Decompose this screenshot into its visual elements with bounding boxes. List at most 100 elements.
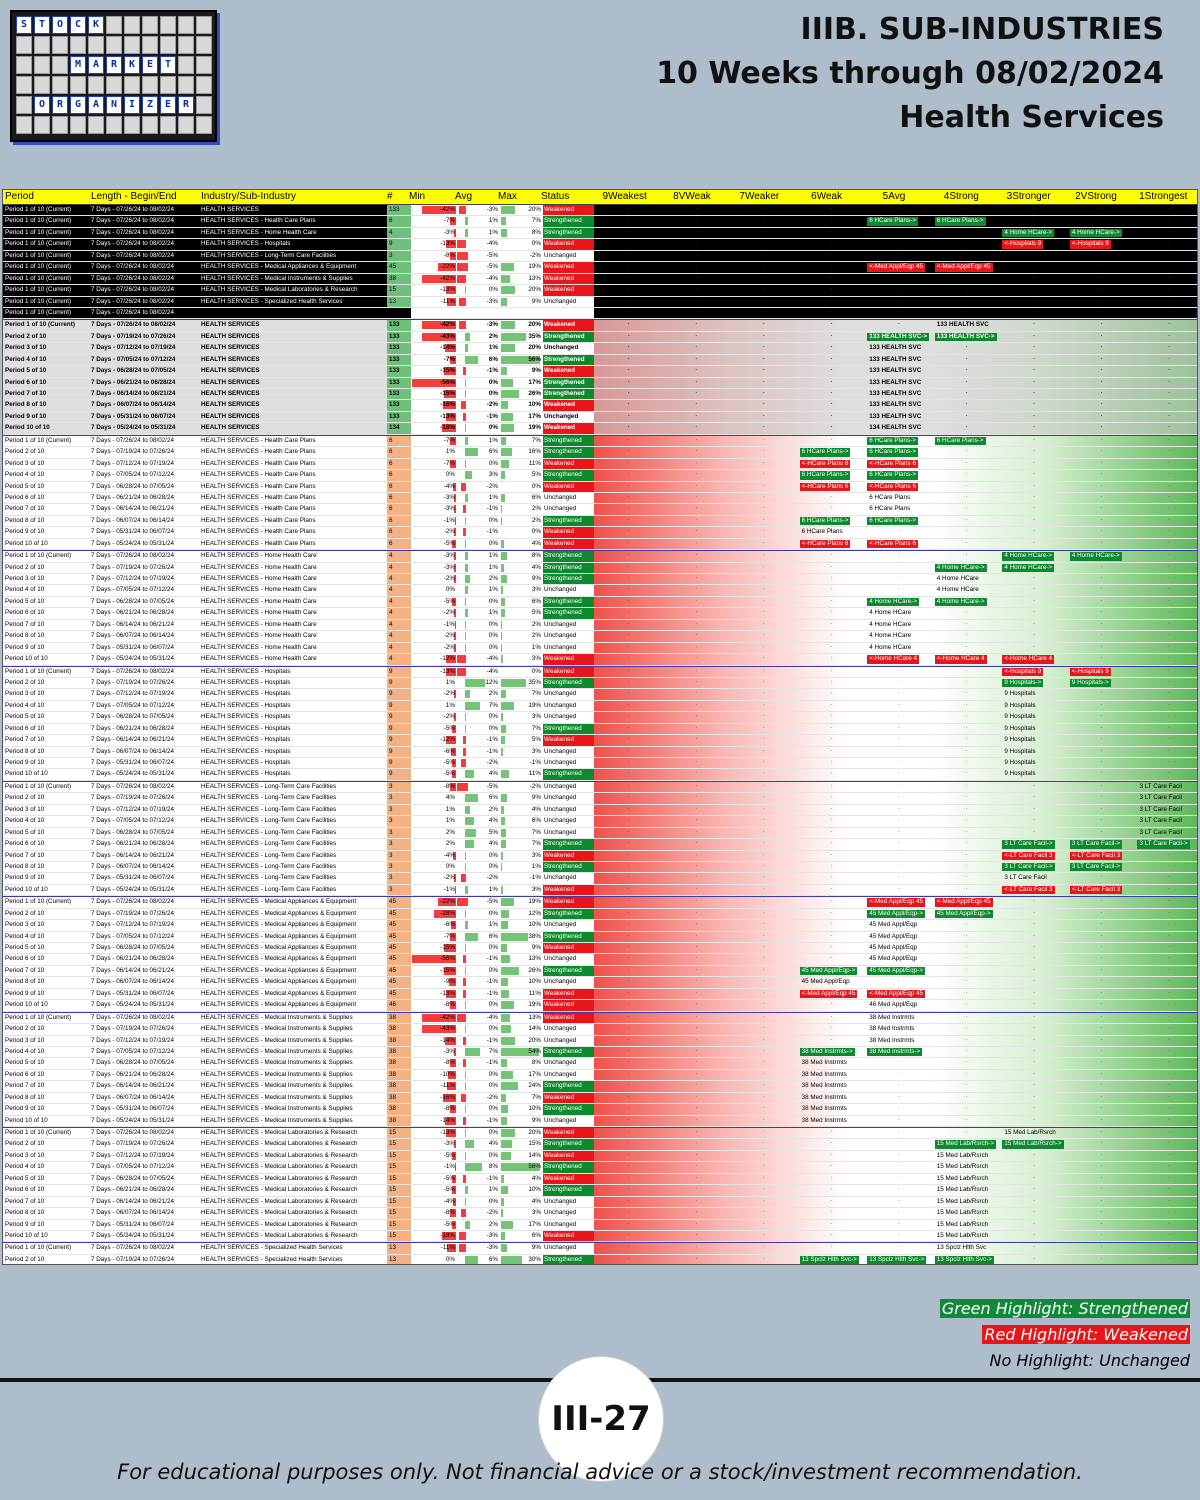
max-bar: [501, 851, 504, 860]
min-value: -13%: [440, 1129, 455, 1136]
cell-period: Period 1 of 10 (Current): [5, 206, 72, 213]
band-dot: .: [965, 746, 968, 753]
cell-strength-bands: .........4 Home HCare: [594, 585, 1197, 595]
band-dot: .: [1033, 400, 1035, 407]
band-dot: .: [1168, 1104, 1170, 1111]
band-dot: .: [898, 320, 900, 327]
max-value: 9%: [531, 297, 541, 305]
cell-period: Period 8 of 10: [5, 1093, 45, 1101]
band-dot: .: [695, 908, 698, 915]
cell-status: Strengthened: [543, 608, 594, 619]
cell-count: 38: [387, 1058, 411, 1069]
min-value: -14%: [440, 1036, 455, 1044]
band-dot: .: [965, 273, 968, 280]
avg-bar: [463, 1116, 466, 1125]
cell-status: Weakened: [543, 666, 594, 677]
band-dot: .: [1033, 1162, 1035, 1169]
logo-letter-cell: [16, 36, 32, 54]
band-dot: .: [1100, 205, 1103, 211]
table-row: Period 1 of 10 (Current) 7 Days - 07/26/2…: [3, 227, 1197, 240]
band-dot: .: [965, 400, 968, 407]
cell-strength-bands: .........4 Home HCare: [594, 608, 1197, 618]
band-dot: .: [830, 574, 833, 580]
band-dot: .: [965, 389, 968, 395]
page-title: IIIB. SUB-INDUSTRIES 10 Weeks through 08…: [656, 8, 1164, 140]
cell-status: Strengthened: [543, 1185, 594, 1196]
cell-avg: -1%: [457, 366, 500, 377]
cell-length: 7 Days - 07/12/24 to 07/19/24: [91, 459, 174, 467]
band-dot: .: [830, 527, 833, 534]
cell-strength-bands: ......... 15 Med Lab/Rsrch: [594, 1174, 1197, 1184]
band-dot: .: [965, 1208, 968, 1215]
cell-period: Period 10 of 10: [5, 424, 50, 432]
max-value: 0%: [531, 482, 541, 490]
avg-value: 6%: [488, 794, 498, 802]
cell-period: Period 6 of 10: [5, 1186, 45, 1194]
avg-bar: [465, 862, 466, 871]
logo-letter-cell: [52, 116, 68, 134]
cell-count: 15: [387, 1208, 411, 1219]
max-value: 7%: [531, 828, 541, 836]
avg-bar: [465, 770, 474, 779]
band-dot: .: [965, 1162, 968, 1169]
max-bar: [501, 620, 503, 629]
max-value: 15%: [528, 1140, 541, 1148]
cell-avg: 4%: [457, 816, 500, 827]
band-dot: .: [627, 1024, 630, 1031]
cell-count: 9: [387, 677, 411, 689]
cell-period: Period 2 of 10: [5, 448, 45, 456]
min-bar: [452, 597, 456, 606]
band-dot: .: [1100, 538, 1103, 545]
logo-letter-cell: [142, 16, 158, 34]
table-row: Period 10 of 10 7 Days - 05/24/24 to 05/3…: [3, 769, 1197, 781]
max-bar: [501, 690, 506, 699]
band-dot: .: [762, 447, 765, 454]
avg-bar: [465, 724, 466, 733]
min-bar: [445, 667, 456, 676]
table-row: Period 9 of 10 7 Days - 05/31/24 to 06/07…: [3, 527, 1197, 539]
band-dot: .: [830, 423, 833, 430]
legend-weakened: Red Highlight: Weakened: [982, 1325, 1190, 1344]
band-label: 3 LT Care Facil->: [1137, 840, 1190, 849]
cell-strength-bands: ......... 15 Med Lab/Rsrch: [594, 1197, 1197, 1207]
max-value: 1%: [531, 643, 541, 651]
avg-value: 1%: [488, 217, 498, 225]
band-label: 15 Med Lab/Rsrch: [936, 1174, 989, 1182]
band-dot: .: [1168, 1139, 1170, 1146]
avg-bar: [463, 505, 466, 514]
max-value: 4%: [531, 539, 541, 547]
cell-count: 3: [387, 816, 411, 827]
band-label: <-Med Appl/Eqp 45: [867, 898, 925, 907]
min-value: -8%: [443, 1209, 455, 1217]
band-dot: .: [965, 954, 968, 961]
max-value: -1%: [529, 759, 541, 766]
band-dot: .: [830, 331, 833, 338]
avg-bar: [465, 909, 466, 918]
band-dot: .: [1168, 354, 1170, 361]
cell-status: Unchanged: [543, 1035, 594, 1046]
max-bar: [501, 321, 515, 330]
cell-strength-bands: .........6 HCare Plans->6 HCare Plans->: [594, 436, 1197, 446]
cell-min: -3%: [411, 1139, 457, 1150]
cell-strength-bands: .........3 LT Care Facil->3 LT Care Faci…: [594, 839, 1197, 849]
min-value: -3%: [443, 505, 455, 513]
cell-length: 7 Days - 07/26/24 to 08/02/24: [91, 436, 174, 444]
cell-period: Period 7 of 10: [5, 620, 45, 628]
table-row: Period 5 of 10 7 Days - 06/28/24 to 07/05…: [3, 712, 1197, 724]
avg-value: -2%: [486, 1209, 498, 1217]
cell-max: 35%: [500, 677, 543, 689]
max-value: 20%: [528, 206, 541, 213]
cell-count: 45: [387, 943, 411, 954]
avg-bar: [465, 1047, 480, 1056]
cell-strength-bands: .........3 LT Care Facil: [594, 828, 1197, 838]
cell-strength-bands: ......... 134 HEALTH SVC: [594, 423, 1197, 433]
cell-min: -2%: [411, 574, 457, 585]
cell-max: 11%: [500, 769, 543, 780]
cell-period: Period 1 of 10 (Current): [5, 274, 72, 282]
max-bar: [501, 678, 526, 687]
band-dot: .: [965, 1058, 968, 1065]
max-bar: [501, 1093, 506, 1102]
cell-avg: -4%: [457, 1012, 500, 1024]
logo-letter-cell: O: [34, 96, 50, 114]
band-dot: .: [830, 273, 833, 280]
